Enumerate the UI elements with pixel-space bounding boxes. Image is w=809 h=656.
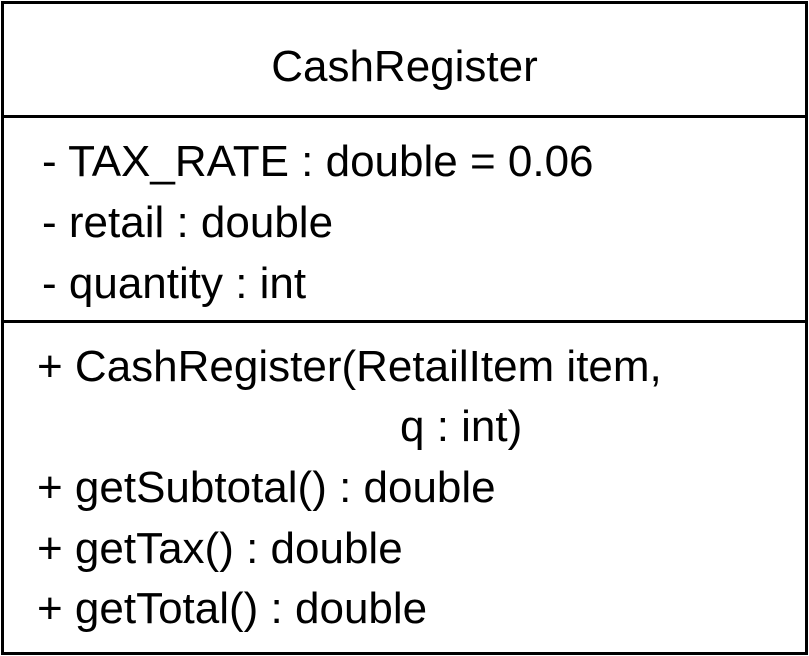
operation-get-total: + getTotal() : double [37,584,428,633]
operation-get-subtotal: + getSubtotal() : double [37,463,496,512]
attribute-tax-rate: - TAX_RATE : double = 0.06 [42,137,594,186]
class-name-compartment: CashRegister [4,4,805,118]
operation-constructor: + CashRegister(RetailItem item, [37,342,662,391]
attribute-quantity: - quantity : int [42,259,307,308]
class-name: CashRegister [271,42,538,91]
attribute-retail: - retail : double [42,198,334,247]
operation-get-tax: + getTax() : double [37,524,403,573]
attributes-compartment: - TAX_RATE : double = 0.06 - retail : do… [4,118,805,323]
operations-compartment: + CashRegister(RetailItem item, q : int)… [4,323,805,652]
operation-constructor-continued: q : int) [400,402,523,451]
